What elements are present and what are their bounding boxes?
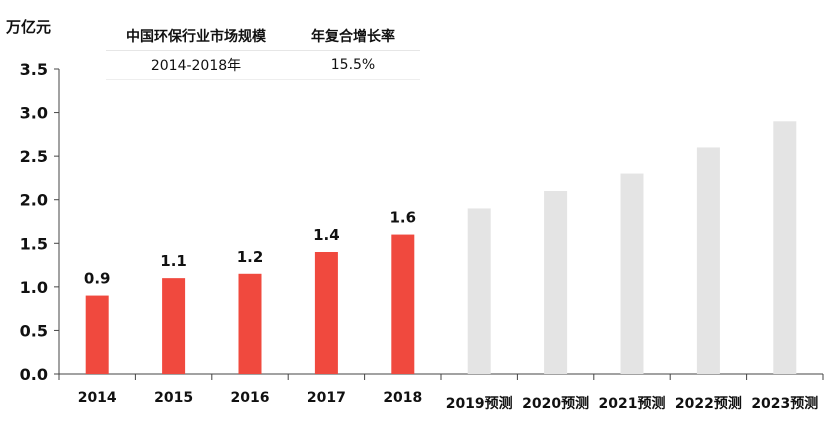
data-label-2015: 1.1 [160, 252, 187, 270]
bar-2016 [238, 273, 262, 374]
x-tick-label-2022预测: 2022预测 [675, 395, 742, 412]
x-tick-label-2023预测: 2023预测 [751, 395, 818, 412]
cagr-table-rate: 15.5% [330, 57, 376, 73]
bar-2019预测 [467, 208, 491, 374]
cagr-table: 中国环保行业市场规模 年复合增长率 2014-2018年 15.5% [106, 22, 420, 80]
data-label-2017: 1.4 [313, 226, 340, 244]
x-tick-label-2014: 2014 [78, 390, 117, 406]
x-tick-label-2015: 2015 [154, 390, 193, 406]
y-axis-unit-label: 万亿元 [6, 18, 52, 36]
x-tick-label-2019预测: 2019预测 [446, 395, 513, 412]
y-tick-label: 3.0 [20, 104, 48, 123]
data-label-2014: 0.9 [84, 270, 111, 288]
y-tick-label: 1.0 [20, 278, 48, 297]
bar-2015 [162, 278, 186, 374]
bar-2022预测 [696, 147, 720, 374]
x-tick-label-2016: 2016 [231, 390, 270, 406]
bar-2021预测 [620, 173, 644, 374]
y-tick-label: 0.5 [20, 321, 48, 340]
cagr-table-header-market: 中国环保行业市场规模 [126, 29, 266, 45]
bar-2014 [85, 295, 109, 374]
bar-2017 [314, 252, 338, 374]
cagr-table-period: 2014-2018年 [150, 58, 242, 74]
x-tick-label-2017: 2017 [307, 390, 346, 406]
x-tick-label-2018: 2018 [383, 390, 422, 406]
y-tick-label: 2.5 [20, 147, 48, 166]
x-tick-label-2021预测: 2021预测 [599, 395, 666, 412]
cagr-table-row: 2014-2018年 15.5% [106, 51, 420, 80]
data-label-2018: 1.6 [390, 209, 417, 227]
x-tick-label-2020预测: 2020预测 [522, 395, 589, 412]
data-label-2016: 1.2 [237, 248, 264, 266]
cagr-table-header: 中国环保行业市场规模 年复合增长率 [106, 22, 420, 51]
y-tick-label: 3.5 [20, 60, 48, 79]
y-tick-label: 0.0 [20, 365, 48, 384]
cagr-table-header-growth: 年复合增长率 [311, 29, 395, 45]
bar-2020预测 [544, 191, 568, 374]
bar-2018 [391, 234, 415, 374]
y-tick-label: 1.5 [20, 234, 48, 253]
bar-2023预测 [773, 121, 797, 375]
y-tick-label: 2.0 [20, 191, 48, 210]
